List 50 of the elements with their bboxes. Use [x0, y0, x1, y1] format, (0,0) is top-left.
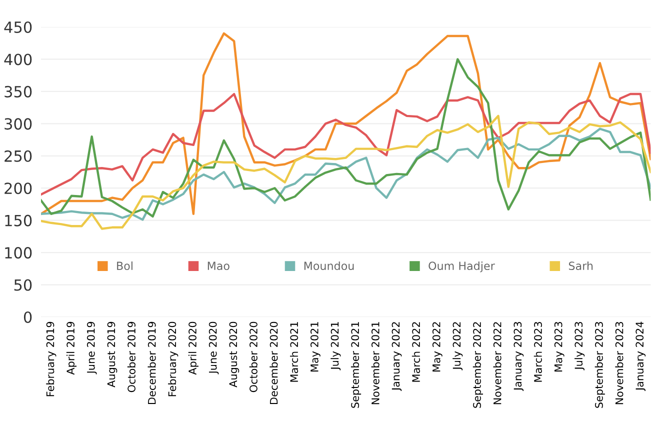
x-tick-label: February 2019	[46, 322, 56, 396]
legend-label: Sarh	[568, 261, 593, 270]
x-tick-label: January 2023	[514, 322, 524, 392]
y-tick-label: 150	[5, 214, 32, 226]
x-tick-label: May 2022	[432, 322, 442, 372]
x-tick-label: January 2024	[636, 322, 646, 392]
line-series	[41, 92, 651, 196]
x-tick-label: March 2021	[290, 322, 298, 382]
x-tick-label: October 2019	[127, 322, 136, 392]
x-tick-label: November 2021	[371, 322, 380, 404]
y-tick-label: 200	[4, 182, 32, 194]
y-tick-label: 100	[5, 247, 32, 259]
line-series	[41, 114, 651, 230]
y-tick-label: 450	[4, 21, 32, 34]
y-tick-label: 350	[4, 86, 32, 98]
x-tick-label: April 2020	[188, 322, 198, 375]
x-tick-label: July 2021	[330, 322, 341, 370]
legend-label: Oum Hadjer	[428, 261, 495, 272]
x-tick-label: December 2019	[148, 322, 156, 404]
x-tick-label: December 2020	[270, 322, 278, 404]
x-tick-label: February 2020	[168, 322, 178, 396]
line-series	[41, 128, 651, 221]
x-tick-label: August 2020	[229, 322, 240, 388]
x-tick-label: April 2019	[66, 322, 77, 375]
legend-label: Moundou	[304, 261, 354, 270]
x-tick-label: June 2019	[86, 322, 97, 374]
y-tick-label: 400	[4, 54, 32, 66]
x-tick-label: September 2023	[594, 322, 605, 408]
line-series	[41, 32, 651, 215]
x-tick-label: July 2022	[452, 322, 463, 370]
x-tick-label: August 2019	[107, 322, 118, 388]
y-tick-label: 50	[14, 279, 32, 291]
x-tick-label: September 2021	[350, 322, 362, 408]
x-tick-label: May 2021	[310, 322, 320, 372]
legend-label: Mao	[208, 262, 230, 270]
x-tick-label: October 2020	[249, 322, 258, 392]
x-tick-label: November 2023	[615, 322, 624, 404]
line-series	[41, 58, 651, 218]
y-tick-label: 0	[24, 311, 32, 324]
x-tick-label: January 2022	[392, 322, 402, 392]
x-tick-label: June 2020	[208, 322, 219, 374]
x-tick-label: September 2022	[472, 322, 483, 408]
y-tick-label: 250	[4, 150, 32, 162]
x-tick-label: November 2022	[493, 322, 502, 404]
x-tick-label: May 2023	[554, 322, 564, 372]
x-tick-label: March 2022	[412, 322, 420, 382]
legend-label: Bol	[117, 261, 132, 270]
y-tick-label: 300	[4, 118, 32, 130]
x-tick-label: July 2023	[574, 322, 585, 370]
x-tick-label: March 2023	[534, 322, 542, 382]
